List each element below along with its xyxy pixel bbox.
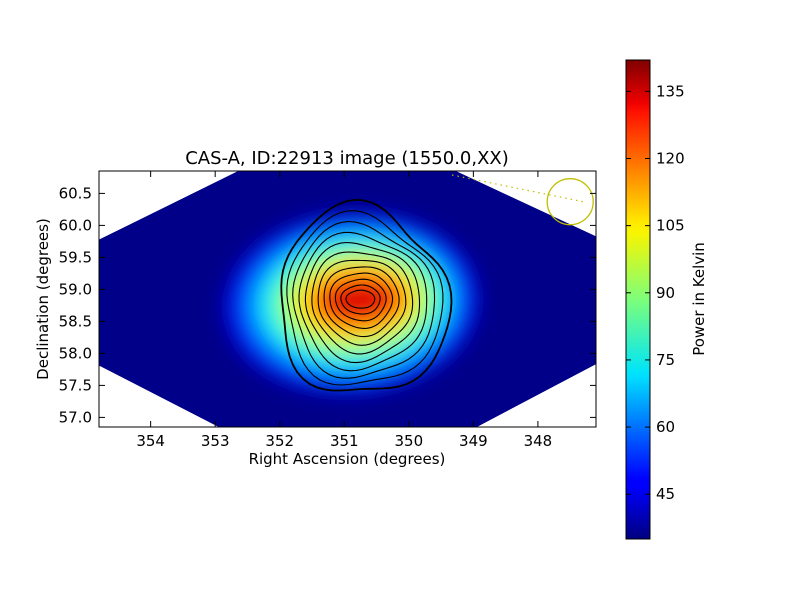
contour-lines [280, 198, 453, 392]
y-tick-label: 57.5 [59, 376, 92, 394]
beam-leader-line [451, 174, 584, 203]
contour-line [304, 241, 421, 364]
y-tick-label: 60.0 [59, 216, 92, 234]
colorbar: 45 60 75 90 105 120 135 Power in Kelvin [625, 59, 708, 540]
x-tick-label: 352 [265, 432, 294, 450]
y-tick-label: 60.5 [59, 184, 92, 202]
y-tick-label: 58.0 [59, 344, 92, 362]
colorbar-tick-label: 105 [656, 217, 685, 235]
contour-line [298, 231, 428, 372]
chart-title: CAS-A, ID:22913 image (1550.0,XX) [185, 148, 509, 169]
x-tick-label: 353 [201, 432, 230, 450]
contour-line [292, 220, 436, 379]
contour-line [280, 198, 453, 392]
x-axis-label: Right Ascension (degrees) [249, 450, 446, 468]
colorbar-tick-label: 75 [656, 351, 675, 369]
plot-frame [98, 170, 597, 428]
y-tick-label: 57.0 [59, 408, 92, 426]
x-tick-label: 351 [330, 432, 359, 450]
y-tick-label: 59.5 [59, 248, 92, 266]
contour-line [317, 259, 407, 346]
contour-line [329, 272, 394, 329]
beam-circle [546, 178, 594, 226]
colorbar-frame [625, 59, 651, 540]
x-tick-label: 348 [524, 432, 553, 450]
colorbar-tick-label: 120 [656, 149, 685, 167]
contour-line [345, 289, 376, 309]
x-tick-label: 349 [459, 432, 488, 450]
contour-line [323, 266, 400, 338]
beam-marker [451, 174, 594, 226]
contour-line [311, 251, 414, 355]
x-tick-label: 350 [394, 432, 423, 450]
contour-line [340, 284, 381, 315]
y-axis: 57.0 57.5 58.0 58.5 59.0 59.5 60.0 60.5 [59, 184, 596, 426]
x-tick-label: 354 [136, 432, 165, 450]
y-tick-label: 58.5 [59, 312, 92, 330]
colorbar-tick-label: 135 [656, 82, 685, 100]
contour-line [286, 210, 444, 386]
emission-layer [331, 284, 388, 314]
x-axis: 354 353 352 351 350 349 348 [136, 171, 552, 450]
y-axis-label: Declination (degrees) [34, 218, 52, 380]
colorbar-tick-label: 90 [656, 284, 675, 302]
colorbar-tick-label: 60 [656, 418, 675, 436]
y-tick-label: 59.0 [59, 280, 92, 298]
colorbar-label: Power in Kelvin [690, 242, 708, 356]
colorbar-gradient [626, 60, 650, 539]
colorbar-ticks: 45 60 75 90 105 120 135 [626, 82, 685, 503]
plot-area: 354 353 352 351 350 349 348 57.0 57.5 58.0 58.5 59… [59, 170, 597, 450]
colorbar-tick-label: 45 [656, 485, 675, 503]
contour-line [334, 278, 387, 322]
